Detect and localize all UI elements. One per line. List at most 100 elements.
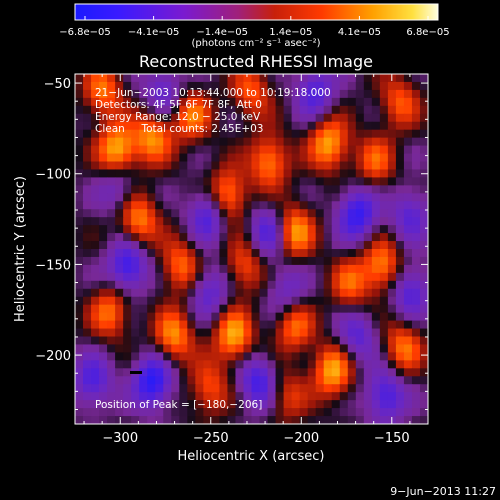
heatmap-cell [299,352,309,361]
heatmap-cell [251,137,261,147]
heatmap-cell [195,368,204,377]
heatmap-cell [267,241,277,250]
heatmap-cell [235,400,245,409]
heatmap-cell [83,217,92,226]
heatmap-cell [291,105,301,115]
heatmap-cell [99,129,108,139]
heatmap-cell [123,416,132,424]
heatmap-cell [371,105,381,115]
heatmap-cell [155,296,164,306]
heatmap-cell [115,336,124,346]
heatmap-cell [331,177,341,186]
heatmap-cell [411,416,421,424]
heatmap-cell [315,153,325,163]
heatmap-cell [267,368,277,377]
heatmap-cell [227,153,237,163]
heatmap-cell [139,344,148,353]
heatmap-cell [75,288,84,298]
heatmap-cell [347,336,357,346]
heatmap-cell [339,416,349,424]
heatmap-cell [83,241,92,250]
heatmap-cell [123,129,132,139]
heatmap-cell [83,89,92,99]
heatmap-cell [139,328,148,338]
heatmap-cell [227,89,237,99]
heatmap-cell [179,312,188,322]
heatmap-cell [347,193,357,202]
heatmap-cell [283,209,293,218]
heatmap-cell [187,97,196,107]
heatmap-cell [155,312,164,322]
heatmap-cell [259,193,269,202]
heatmap-cell [147,249,156,258]
heatmap-cell [155,169,164,178]
heatmap-cell [339,241,349,250]
heatmap-cell [123,320,132,330]
heatmap-cell [251,169,261,178]
heatmap-cell [291,352,301,361]
heatmap-cell [243,145,253,155]
heatmap-cell [179,336,188,346]
heatmap-cell [251,400,261,409]
heatmap-cell [275,169,285,178]
heatmap-cell [187,376,196,385]
heatmap-cell [315,105,325,115]
heatmap-cell [291,137,301,147]
heatmap-cell [203,233,212,242]
heatmap-cell [323,233,333,242]
heatmap-cell [363,105,373,115]
heatmap-cell [195,249,204,258]
heatmap-cell [163,280,172,290]
heatmap-cell [227,280,237,290]
heatmap-cell [107,416,116,424]
heatmap-cell [203,209,212,218]
heatmap-cell [395,288,405,298]
heatmap-cell [283,416,293,424]
heatmap-cell [219,416,229,424]
heatmap-cell [419,368,428,377]
heatmap-cell [195,153,204,163]
heatmap-cell [387,320,397,330]
heatmap-cell [259,201,269,210]
heatmap-cell [155,209,164,218]
heatmap-cell [363,217,373,226]
heatmap-cell [179,169,188,178]
heatmap-cell [251,344,261,353]
heatmap-cell [139,320,148,330]
heatmap-cell [283,368,293,377]
heatmap-cell [323,129,333,139]
heatmap-cell [115,304,124,314]
heatmap-cell [187,169,196,178]
heatmap-cell [179,384,188,393]
heatmap-cell [395,233,405,242]
heatmap-cell [291,280,301,290]
heatmap-cell [267,304,277,314]
heatmap-cell [139,185,148,194]
heatmap-cell [243,241,253,250]
heatmap-cell [283,320,293,330]
heatmap-cell [131,392,140,401]
heatmap-cell [259,384,269,393]
heatmap-cell [163,233,172,242]
heatmap-cell [291,209,301,218]
heatmap-cell [323,89,333,99]
heatmap-cell [171,400,180,409]
heatmap-cell [347,400,357,409]
heatmap-cell [315,169,325,178]
heatmap-cell [163,256,172,266]
heatmap-cell [123,169,132,178]
heatmap-cell [235,408,245,417]
heatmap-cell [75,360,84,369]
heatmap-cell [307,161,317,171]
heatmap-cell [235,280,245,290]
heatmap-cell [227,312,237,322]
heatmap-cell [99,121,108,131]
heatmap-cell [107,360,116,369]
heatmap-cell [371,249,381,258]
heatmap-cell [315,113,325,123]
heatmap-cell [91,256,100,266]
heatmap-cell [91,304,100,314]
heatmap-cell [355,145,365,155]
heatmap-cell [355,272,365,282]
heatmap-cell [275,272,285,282]
